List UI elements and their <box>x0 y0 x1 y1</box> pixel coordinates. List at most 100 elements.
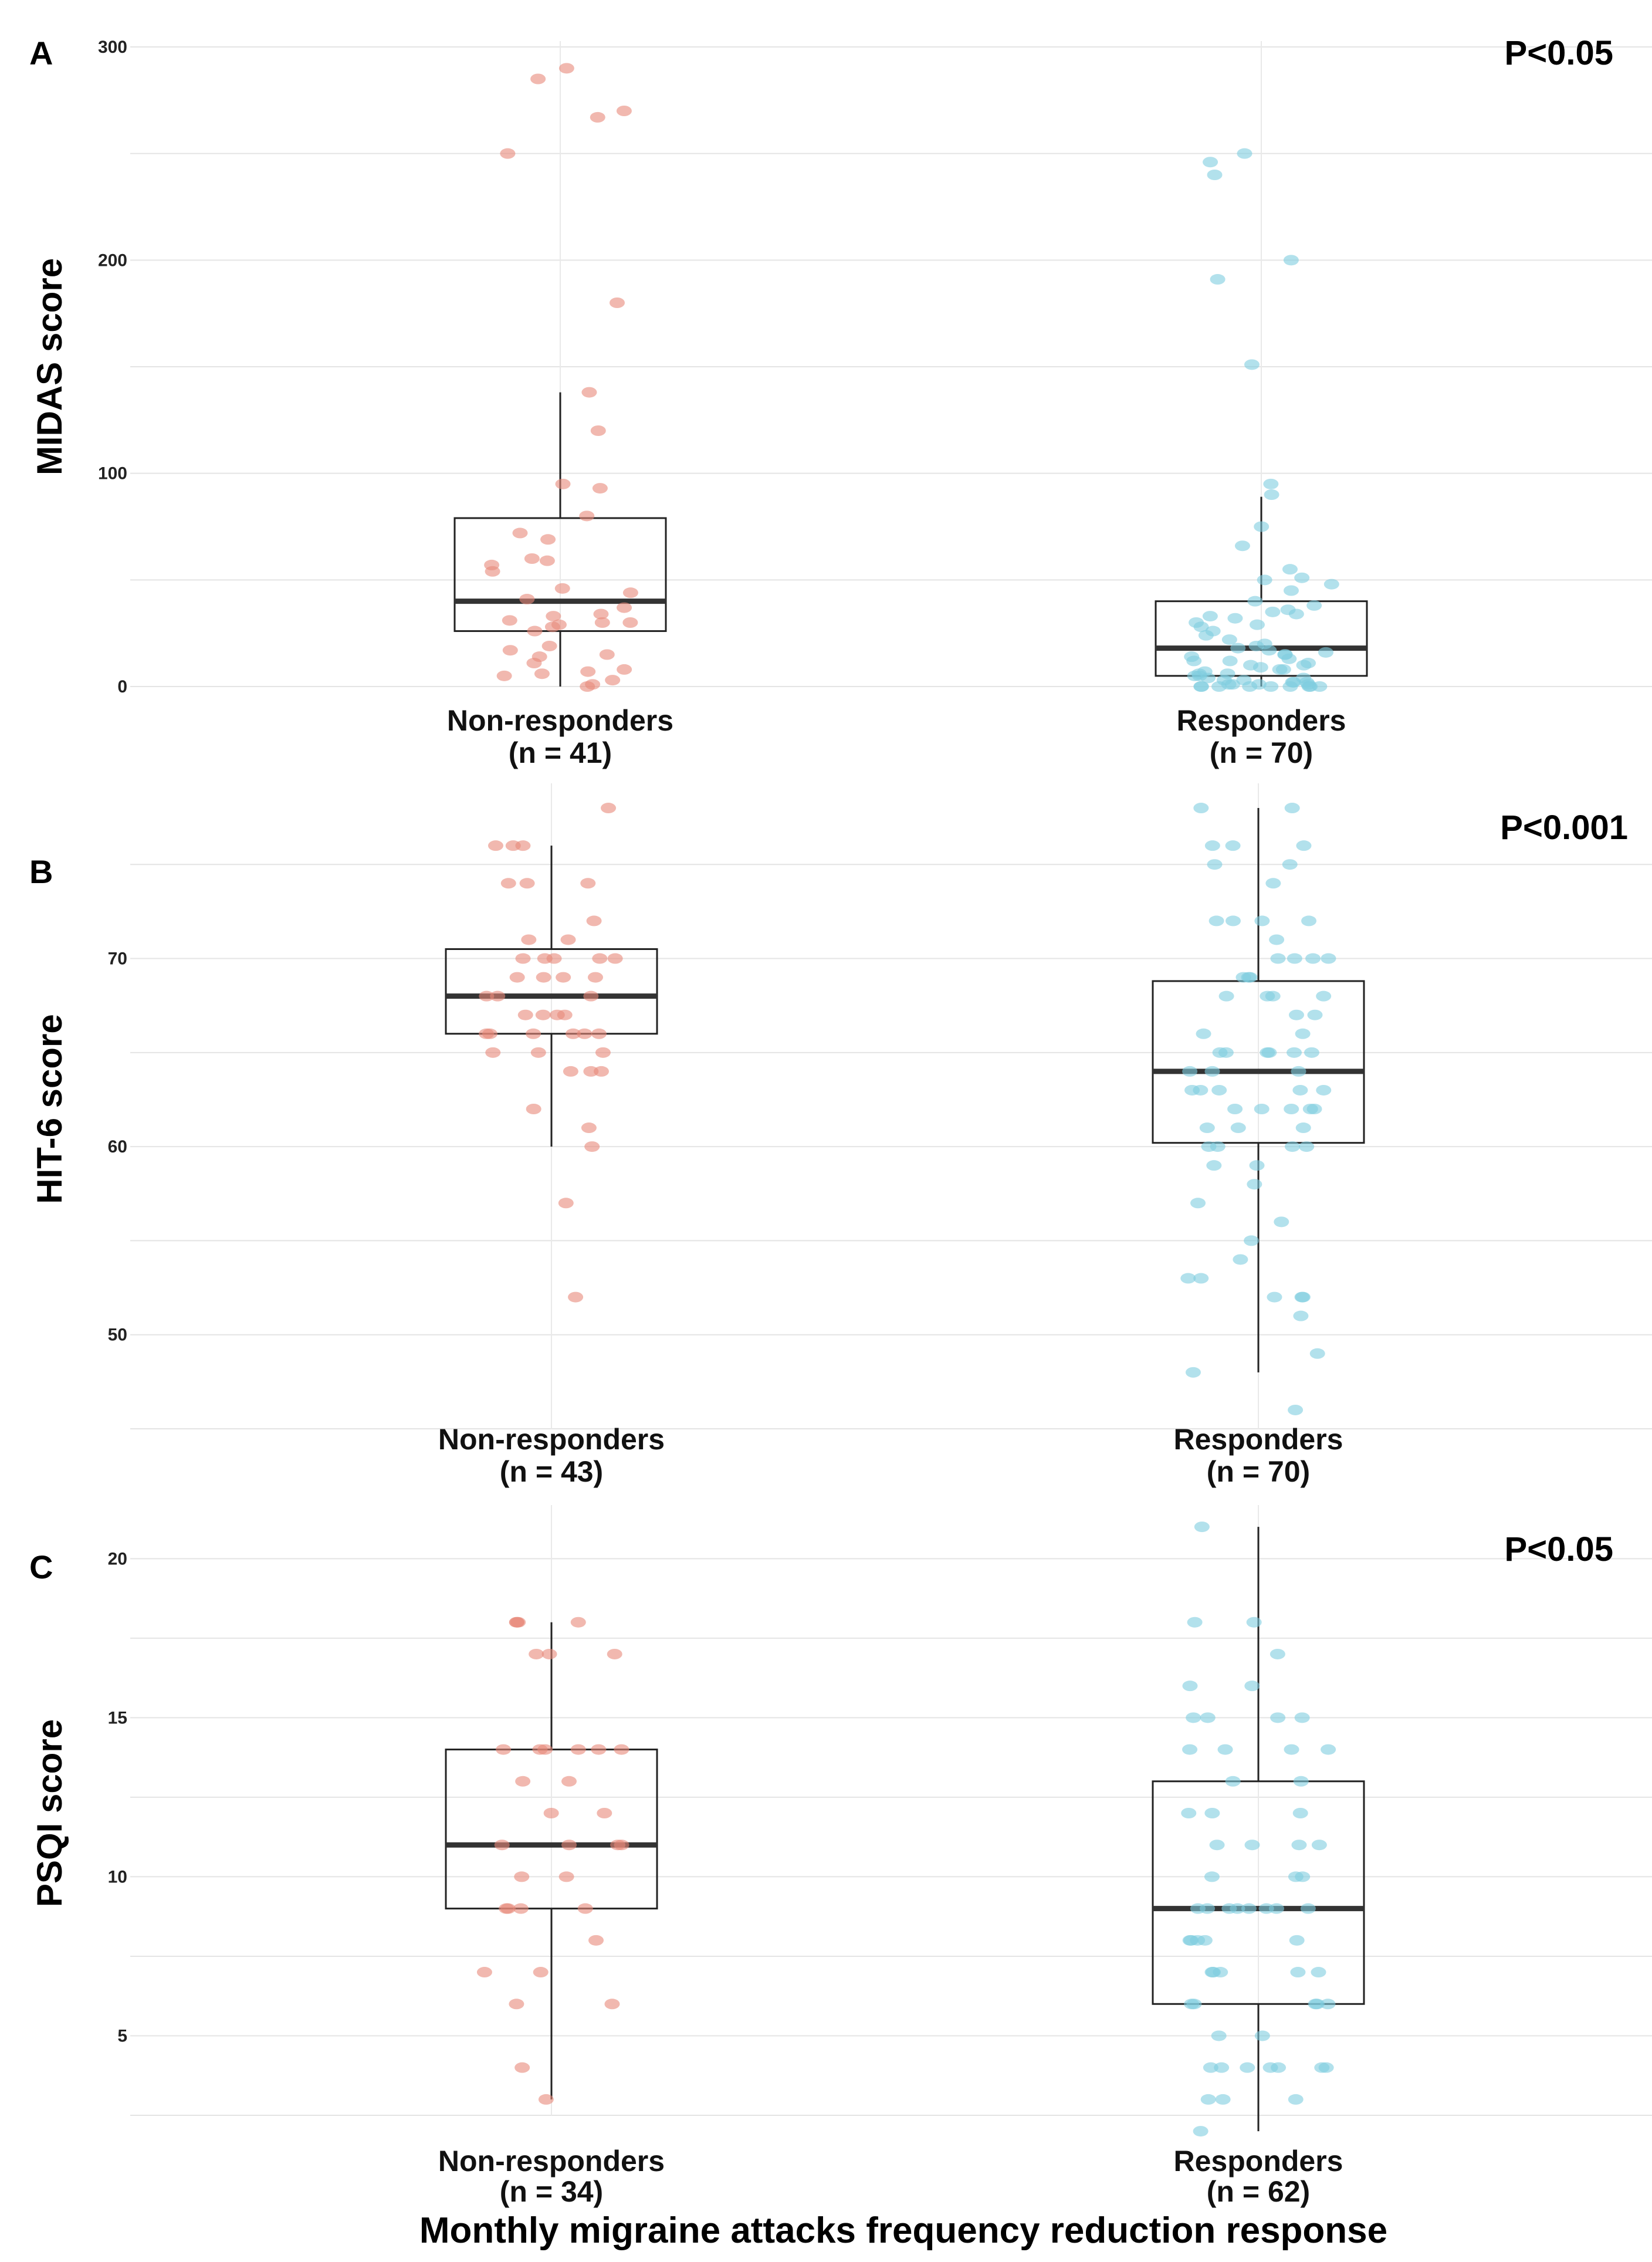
data-point <box>1289 1935 1305 1946</box>
data-point <box>502 645 518 656</box>
y-tick-label: 50 <box>108 1326 127 1345</box>
data-point <box>592 483 608 494</box>
data-point <box>1293 1776 1309 1787</box>
data-point <box>544 621 560 633</box>
data-point <box>1193 1273 1209 1284</box>
data-point <box>1257 574 1272 586</box>
data-point <box>605 675 621 686</box>
data-point <box>1200 2094 1216 2105</box>
data-point <box>1237 148 1252 159</box>
data-point <box>557 1009 573 1020</box>
data-point <box>622 587 638 599</box>
data-point <box>1225 1776 1241 1787</box>
data-point <box>588 1935 604 1946</box>
data-point <box>1283 255 1299 266</box>
p-value-label: P<0.001 <box>1500 809 1628 847</box>
data-point <box>597 1808 612 1818</box>
data-point <box>1304 1047 1319 1058</box>
data-point <box>479 990 495 1002</box>
data-point <box>524 553 540 564</box>
data-point <box>1204 1871 1220 1882</box>
data-point <box>581 1122 597 1134</box>
data-point <box>1309 1348 1325 1359</box>
data-point <box>1305 953 1321 964</box>
data-point <box>579 510 595 522</box>
data-point <box>1218 990 1234 1002</box>
data-point <box>1281 653 1297 664</box>
data-point <box>1211 1084 1227 1096</box>
data-point <box>509 1617 525 1628</box>
data-point <box>1246 1617 1262 1628</box>
data-point <box>526 658 542 669</box>
data-point <box>517 1009 533 1020</box>
data-point <box>1244 1681 1260 1692</box>
data-point <box>1302 681 1318 692</box>
data-point <box>496 670 512 681</box>
data-point <box>1291 1066 1306 1077</box>
data-point <box>1204 1808 1220 1818</box>
data-point <box>519 594 535 605</box>
data-point <box>1262 2062 1278 2073</box>
data-point <box>560 934 576 945</box>
data-point <box>1186 1712 1201 1723</box>
data-point <box>1309 1999 1325 2010</box>
data-point <box>1187 670 1203 681</box>
data-point <box>485 1047 501 1058</box>
data-point <box>1193 2126 1208 2137</box>
y-axis-label: HIT-6 score <box>30 1014 69 1203</box>
data-point <box>529 1648 544 1659</box>
data-point <box>1264 489 1279 500</box>
data-point <box>1212 1047 1228 1058</box>
data-point <box>1288 1009 1304 1020</box>
data-point <box>599 649 615 660</box>
data-point <box>1214 2062 1230 2073</box>
data-point <box>558 63 574 74</box>
data-point <box>1217 1744 1233 1755</box>
data-point <box>601 803 617 814</box>
data-point <box>1293 1310 1309 1321</box>
data-point <box>1249 619 1265 630</box>
data-point <box>1204 840 1220 851</box>
data-point <box>1233 1254 1248 1265</box>
data-point <box>1227 1104 1243 1114</box>
data-point <box>1200 1903 1216 1914</box>
data-point <box>1200 1712 1216 1723</box>
data-point <box>513 1903 529 1914</box>
data-point <box>530 1047 546 1058</box>
data-point <box>1274 1216 1289 1228</box>
data-point <box>485 566 500 577</box>
data-point <box>1267 1291 1282 1303</box>
data-point <box>1200 672 1216 684</box>
data-point <box>1221 634 1237 645</box>
data-point <box>1225 679 1241 690</box>
data-point <box>1203 157 1218 168</box>
data-point <box>1288 1404 1304 1415</box>
data-point <box>1320 1999 1336 2010</box>
panel-letter: B <box>29 853 53 890</box>
data-point <box>500 148 516 159</box>
data-point <box>1252 662 1268 673</box>
data-point <box>1254 521 1270 532</box>
data-point <box>502 615 517 626</box>
data-point <box>515 1776 531 1787</box>
sample-size-label: (n = 70) <box>1210 736 1313 769</box>
data-point <box>1265 878 1281 889</box>
data-point <box>1210 274 1226 285</box>
data-point <box>1294 1712 1310 1723</box>
data-point <box>1261 1047 1277 1058</box>
data-point <box>1206 1967 1221 1978</box>
data-point <box>1242 681 1258 692</box>
data-point <box>541 640 557 651</box>
data-point <box>1204 1066 1220 1077</box>
data-point <box>1230 1122 1246 1134</box>
data-point <box>1282 681 1298 692</box>
y-tick-label: 0 <box>117 677 127 696</box>
data-point <box>1295 1122 1311 1134</box>
data-point <box>558 1198 574 1209</box>
data-point <box>538 2094 554 2105</box>
data-point <box>1285 1141 1301 1152</box>
sample-size-label: (n = 34) <box>500 2175 603 2208</box>
data-point <box>1244 1840 1260 1851</box>
